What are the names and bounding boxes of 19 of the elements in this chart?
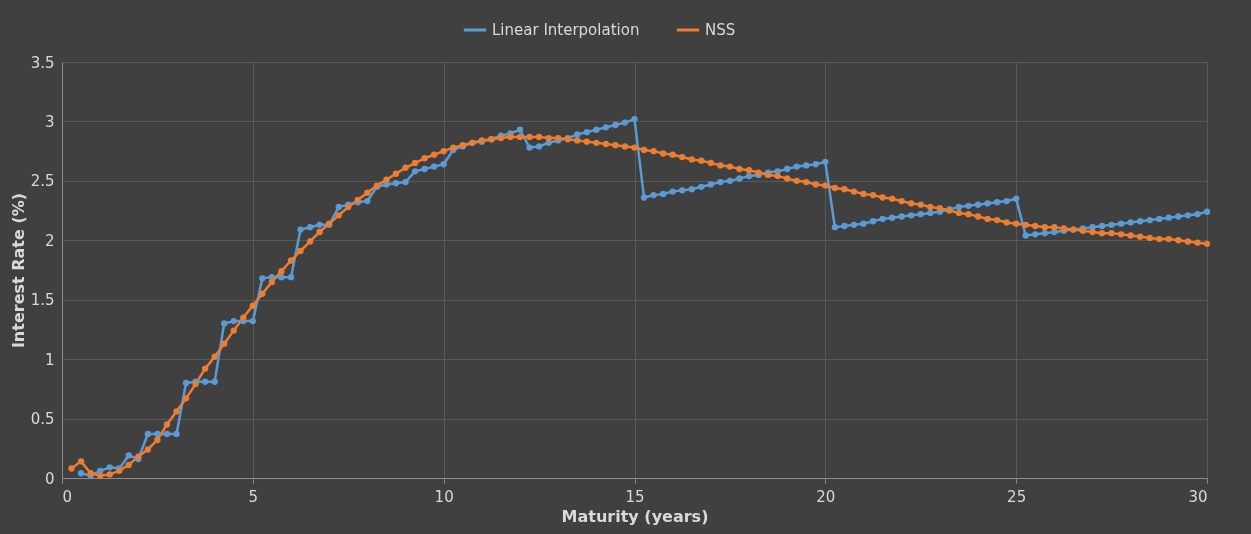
x-tick-label: 20 bbox=[816, 487, 836, 506]
y-tick-label: 0.5 bbox=[30, 410, 55, 429]
x-tick-label: 25 bbox=[1007, 487, 1027, 506]
y-axis-title: Interest Rate (%) bbox=[8, 192, 28, 349]
legend-label: Linear Interpolation bbox=[492, 21, 640, 39]
y-tick-label: 3.5 bbox=[30, 53, 55, 72]
y-tick-label: 2 bbox=[44, 231, 55, 250]
x-tick-label: 10 bbox=[434, 487, 454, 506]
y-tick-label: 0 bbox=[44, 469, 55, 488]
y-tick-label: 2.5 bbox=[30, 172, 55, 191]
y-tick-label: 1 bbox=[44, 350, 55, 369]
x-tick-label: 30 bbox=[1188, 487, 1208, 506]
x-tick-label: 5 bbox=[248, 487, 259, 506]
y-tick-label: 3 bbox=[44, 112, 55, 131]
y-tick-label: 1.5 bbox=[30, 291, 55, 310]
x-axis-title: Maturity (years) bbox=[561, 506, 709, 526]
x-tick-label: 15 bbox=[625, 487, 645, 506]
legend-label: NSS bbox=[705, 21, 736, 39]
x-tick-label: 0 bbox=[62, 487, 73, 506]
